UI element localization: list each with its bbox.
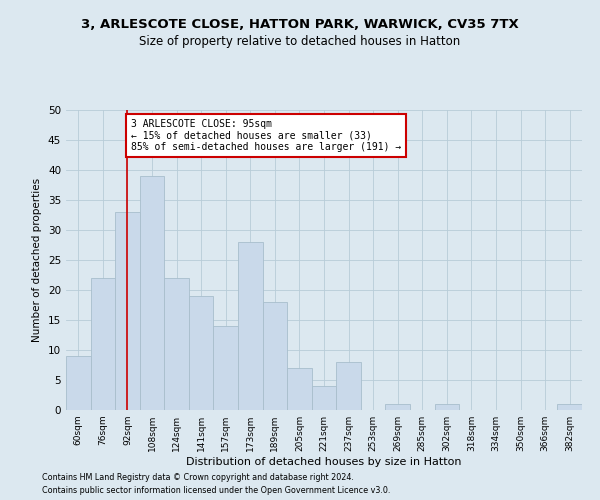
Bar — [66, 356, 91, 410]
Bar — [115, 212, 140, 410]
Bar — [238, 242, 263, 410]
Bar — [164, 278, 189, 410]
X-axis label: Distribution of detached houses by size in Hatton: Distribution of detached houses by size … — [186, 457, 462, 467]
Bar — [434, 404, 459, 410]
Bar — [214, 326, 238, 410]
Y-axis label: Number of detached properties: Number of detached properties — [32, 178, 43, 342]
Bar — [287, 368, 312, 410]
Bar — [263, 302, 287, 410]
Text: Size of property relative to detached houses in Hatton: Size of property relative to detached ho… — [139, 35, 461, 48]
Bar — [557, 404, 582, 410]
Bar — [140, 176, 164, 410]
Bar — [189, 296, 214, 410]
Bar — [91, 278, 115, 410]
Text: Contains public sector information licensed under the Open Government Licence v3: Contains public sector information licen… — [42, 486, 391, 495]
Text: Contains HM Land Registry data © Crown copyright and database right 2024.: Contains HM Land Registry data © Crown c… — [42, 474, 354, 482]
Text: 3 ARLESCOTE CLOSE: 95sqm
← 15% of detached houses are smaller (33)
85% of semi-d: 3 ARLESCOTE CLOSE: 95sqm ← 15% of detach… — [131, 119, 401, 152]
Bar — [312, 386, 336, 410]
Bar — [336, 362, 361, 410]
Text: 3, ARLESCOTE CLOSE, HATTON PARK, WARWICK, CV35 7TX: 3, ARLESCOTE CLOSE, HATTON PARK, WARWICK… — [81, 18, 519, 30]
Bar — [385, 404, 410, 410]
